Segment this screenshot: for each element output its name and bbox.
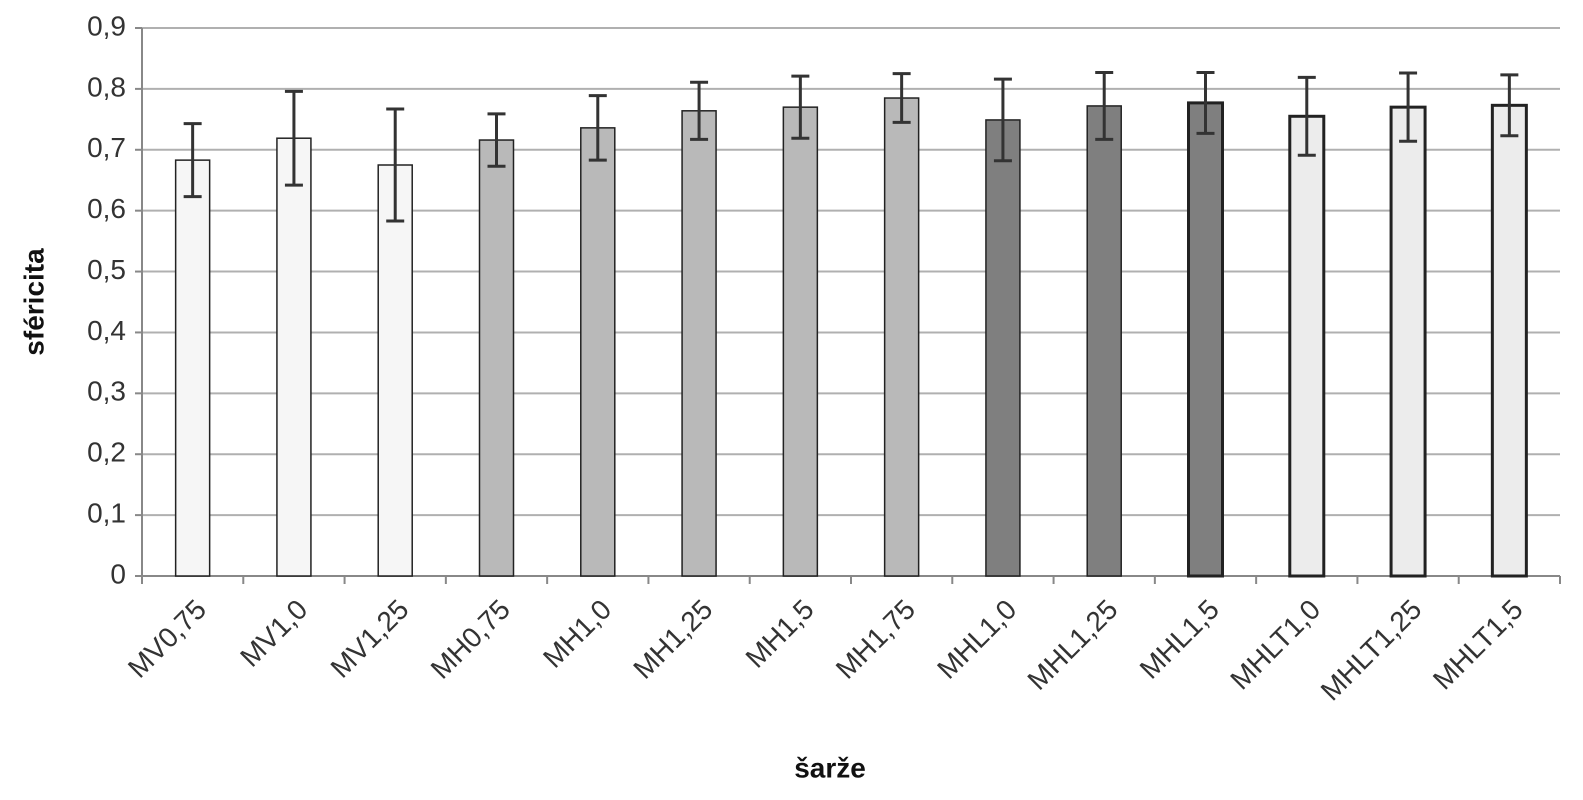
bar — [782, 106, 819, 577]
bar — [377, 164, 413, 577]
x-tick-label: MHL1,0 — [931, 594, 1022, 685]
y-tick-label: 0,9 — [87, 10, 126, 41]
bar — [276, 137, 312, 577]
bar — [883, 97, 920, 577]
y-tick-label: 0,6 — [87, 193, 126, 224]
x-tick-label: MH1,0 — [537, 594, 617, 674]
x-tick-label: MV1,0 — [234, 594, 313, 673]
bar — [580, 127, 616, 577]
bar — [1187, 101, 1224, 578]
y-tick-label: 0,8 — [87, 71, 126, 102]
x-tick-label: MV0,75 — [122, 594, 212, 684]
y-tick-label: 0,5 — [87, 254, 126, 285]
bar — [1490, 103, 1528, 578]
error-bar — [588, 94, 607, 162]
x-tick-label: MH1,5 — [740, 594, 820, 674]
error-bar — [1196, 70, 1215, 135]
y-tick-label: 0 — [110, 558, 126, 589]
error-bar — [183, 122, 202, 199]
error-bar — [1500, 73, 1519, 138]
error-bar — [1399, 71, 1418, 143]
x-tick-label: MHL1,5 — [1134, 594, 1225, 685]
y-tick-label: 0,4 — [87, 315, 126, 346]
error-bar — [1297, 75, 1316, 157]
error-bar — [892, 72, 911, 124]
bar — [1288, 114, 1326, 578]
x-tick-label: MHLT1,0 — [1224, 594, 1326, 696]
bar — [478, 139, 515, 577]
y-tick-label: 0,2 — [87, 437, 126, 468]
y-tick-label: 0,3 — [87, 376, 126, 407]
x-tick-label: MHLT1,5 — [1427, 594, 1529, 696]
x-tick-label: MHL1,25 — [1021, 594, 1123, 696]
x-axis-title: šarže — [794, 752, 866, 783]
error-bar — [487, 112, 506, 168]
error-bar — [993, 77, 1012, 163]
y-tick-label: 0,1 — [87, 498, 126, 529]
x-tick-label: MV1,25 — [325, 594, 415, 684]
x-tick-label: MH1,25 — [627, 594, 718, 685]
error-bar — [386, 107, 405, 223]
bar — [985, 119, 1021, 577]
x-tick-label: MHLT1,25 — [1315, 594, 1428, 707]
error-bar — [690, 80, 709, 141]
bar — [1086, 105, 1122, 577]
bar — [174, 159, 211, 577]
error-bar — [284, 89, 303, 187]
error-bar — [791, 74, 810, 140]
y-axis-title: sféricita — [18, 248, 49, 356]
x-tick-label: MH1,75 — [830, 594, 921, 685]
x-tick-label: MH0,75 — [425, 594, 516, 685]
bar — [681, 110, 717, 577]
y-tick-label: 0,7 — [87, 132, 126, 163]
error-bar — [1095, 70, 1114, 141]
bar — [1389, 105, 1427, 578]
